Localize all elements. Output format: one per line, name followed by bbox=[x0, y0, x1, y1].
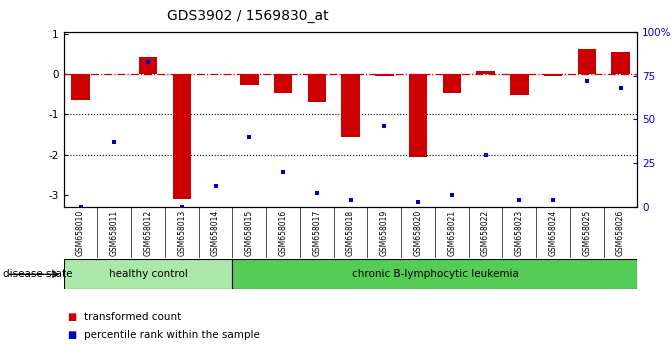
Text: GSM658017: GSM658017 bbox=[312, 210, 321, 256]
Bar bbox=[375, 74, 394, 76]
Text: GSM658012: GSM658012 bbox=[144, 210, 152, 256]
Text: chronic B-lymphocytic leukemia: chronic B-lymphocytic leukemia bbox=[352, 269, 519, 279]
Text: transformed count: transformed count bbox=[84, 312, 181, 322]
Bar bbox=[443, 74, 461, 93]
Text: GSM658021: GSM658021 bbox=[448, 210, 456, 256]
Text: GSM658011: GSM658011 bbox=[110, 210, 119, 256]
Text: GSM658023: GSM658023 bbox=[515, 210, 524, 256]
Text: healthy control: healthy control bbox=[109, 269, 188, 279]
Bar bbox=[409, 74, 427, 157]
Text: GSM658022: GSM658022 bbox=[481, 210, 490, 256]
Bar bbox=[232, 259, 637, 289]
Bar bbox=[64, 259, 232, 289]
Text: GSM658018: GSM658018 bbox=[346, 210, 355, 256]
Text: disease state: disease state bbox=[3, 269, 73, 279]
Bar bbox=[544, 74, 562, 76]
Bar bbox=[510, 74, 529, 95]
Bar bbox=[139, 57, 158, 74]
Text: GSM658014: GSM658014 bbox=[211, 210, 220, 256]
Text: percentile rank within the sample: percentile rank within the sample bbox=[84, 330, 260, 339]
Text: GSM658013: GSM658013 bbox=[177, 210, 187, 256]
Text: GSM658019: GSM658019 bbox=[380, 210, 389, 256]
Bar bbox=[71, 74, 90, 100]
Bar bbox=[274, 74, 293, 93]
Text: GSM658025: GSM658025 bbox=[582, 210, 591, 256]
Bar bbox=[240, 74, 258, 85]
Bar bbox=[476, 71, 495, 74]
Text: GSM658020: GSM658020 bbox=[413, 210, 423, 256]
Text: GSM658016: GSM658016 bbox=[278, 210, 288, 256]
Text: ■: ■ bbox=[67, 330, 76, 339]
Text: ■: ■ bbox=[67, 312, 76, 322]
Bar bbox=[307, 74, 326, 102]
Bar bbox=[611, 52, 630, 74]
Text: GSM658026: GSM658026 bbox=[616, 210, 625, 256]
Bar bbox=[578, 49, 596, 74]
Text: GSM658015: GSM658015 bbox=[245, 210, 254, 256]
Text: GSM658010: GSM658010 bbox=[76, 210, 85, 256]
Bar bbox=[342, 74, 360, 137]
Text: GDS3902 / 1569830_at: GDS3902 / 1569830_at bbox=[168, 9, 329, 23]
Bar bbox=[172, 74, 191, 199]
Text: GSM658024: GSM658024 bbox=[549, 210, 558, 256]
